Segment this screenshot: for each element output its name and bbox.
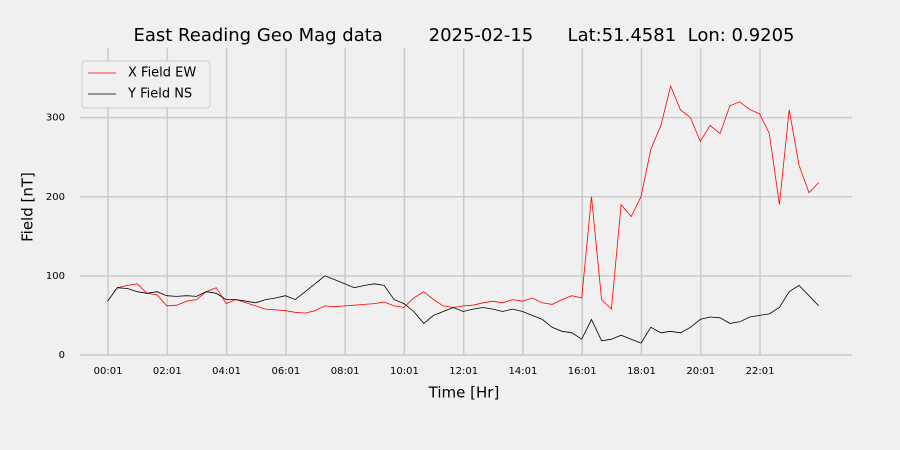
x-tick-label: 02:01 [153,366,182,377]
x-axis-label: Time [Hr] [428,384,500,402]
legend: X Field EW Y Field NS [81,60,211,109]
legend-label: Y Field NS [127,87,192,102]
lines [107,84,820,344]
x-tick-label: 14:01 [509,366,538,377]
x-tick-label: 18:01 [627,366,656,377]
chart-title: East Reading Geo Mag data 2025-02-15 Lat… [133,25,794,46]
x-tick-label: 10:01 [390,366,419,377]
y-axis-label: Field [nT] [19,172,37,242]
legend-label: X Field EW [128,66,196,81]
x-tick-label: 20:01 [686,366,715,377]
x-tick-label: 08:01 [331,366,360,377]
y-tick-label: 100 [46,271,65,282]
x-tick-label: 04:01 [212,366,241,377]
y-tick-label: 0 [59,350,65,361]
x-tick-label: 22:01 [746,366,775,377]
x-tick-label: 06:01 [271,366,300,377]
x-tick-label: 16:01 [568,366,597,377]
data-line [107,275,820,344]
y-tick-label: 200 [46,192,65,203]
x-tick-label: 12:01 [449,366,478,377]
data-line [107,84,820,314]
grid: 0 100 200 300 00:01 02:01 04:01 06:01 08:01 10:01… [46,48,852,377]
y-tick-label: 300 [46,113,65,124]
x-tick-label: 00:01 [94,366,123,377]
